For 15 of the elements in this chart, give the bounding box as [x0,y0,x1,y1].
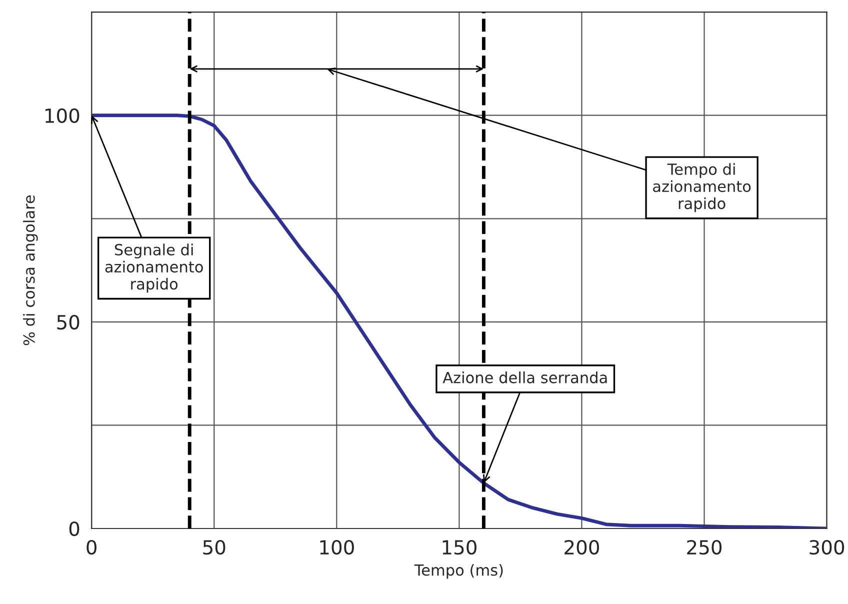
y-tick-label: 50 [57,314,80,330]
y-axis-title: % di corsa angolare [23,195,38,346]
x-tick-label: 0 [86,540,96,555]
x-tick-label: 300 [810,540,844,555]
annotation: Azione della serranda [442,371,607,384]
x-tick-label: 150 [442,540,476,555]
x-tick-label: 50 [203,540,226,555]
x-axis-title: Tempo (ms) [414,564,503,579]
x-tick-label: 100 [320,540,354,555]
x-tick-label: 250 [687,540,722,555]
x-tick-label: 200 [564,540,599,555]
annotation: Segnale di azionamento rapido [105,244,203,293]
y-tick-label: 0 [69,521,80,536]
annotation: Tempo di azionamento rapido [653,163,751,212]
y-tick-label: 100 [45,108,80,124]
